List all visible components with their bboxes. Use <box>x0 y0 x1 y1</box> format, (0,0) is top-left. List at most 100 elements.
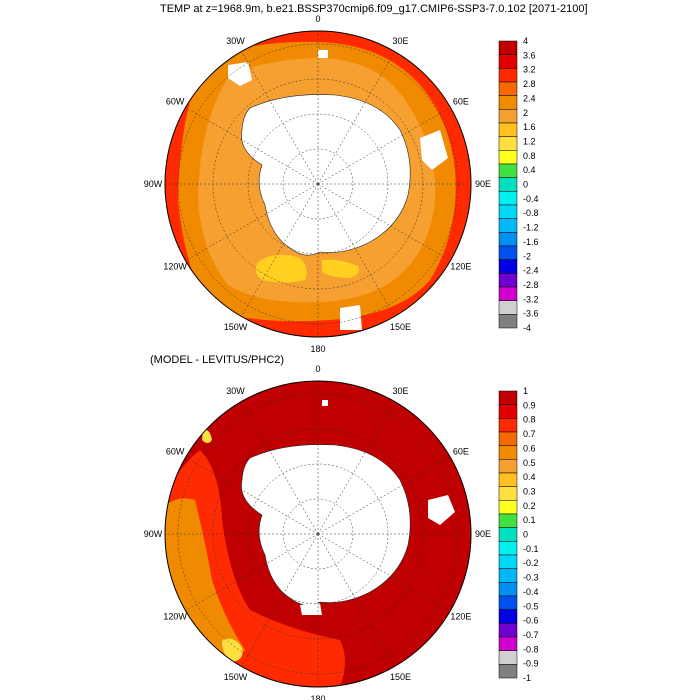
panel2-colorbar-box-9 <box>498 513 518 528</box>
panel2-colorbar-tick-8: 0.2 <box>523 501 536 511</box>
panel1-colorbar-tick-2: 3.2 <box>523 65 536 75</box>
panel1-map: 0 30E 60E 90E 120E 150E 180 150W 120W 90W 60W 30W <box>144 14 491 354</box>
panel1-lon-label-120e: 120E <box>450 262 471 272</box>
panel2-colorbar: 1 0.9 0.8 0.7 0.6 0.5 0.4 0.3 0.2 0.1 0 -0.1 -0.2 -0.… <box>498 386 539 683</box>
panel2-lon-label-0: 0 <box>315 364 320 374</box>
panel1-colorbar-box-0 <box>498 40 518 55</box>
panel1-colorbar-box-17 <box>498 273 518 288</box>
panel1-colorbar-box-4 <box>498 95 518 110</box>
panel1-colorbar-tick-3: 2.8 <box>523 79 536 89</box>
panel1-colorbar-box-5 <box>498 109 518 124</box>
panel2-colorbar-box-18 <box>498 636 518 651</box>
panel2-colorbar-box-19 <box>498 650 518 665</box>
panel2-colorbar-tick-13: -0.3 <box>523 573 539 583</box>
panel2-colorbar-box-16 <box>498 609 518 624</box>
panel1-colorbar-tick-5: 2 <box>523 108 528 118</box>
panel2-colorbar-tick-16: -0.6 <box>523 616 539 626</box>
panel1-colorbar-tick-14: -1.6 <box>523 237 539 247</box>
panel1-colorbar-tick-19: -3.6 <box>523 309 539 319</box>
panel1-colorbar-tick-0: 4 <box>523 36 528 46</box>
panel1-lon-label-150e: 150E <box>390 322 411 332</box>
panel1-lon-label-90e: 90E <box>475 179 491 189</box>
panel2-colorbar-box-2 <box>498 418 518 433</box>
panel1-lon-label-150w: 150W <box>224 322 248 332</box>
panel2-colorbar-box-7 <box>498 486 518 501</box>
panel2-colorbar-tick-20: -1 <box>523 673 531 683</box>
panel2-lon-label-30e: 30E <box>392 386 408 396</box>
panel2-lon-label-180: 180 <box>310 694 325 700</box>
panel2-colorbar-tick-10: 0 <box>523 530 528 540</box>
panel1-lon-label-60w: 60W <box>166 97 185 107</box>
panel2-colorbar-tick-4: 0.6 <box>523 443 536 453</box>
panel2-colorbar-box-8 <box>498 500 518 515</box>
panel2-colorbar-box-1 <box>498 404 518 419</box>
panel1-lon-label-30e: 30E <box>392 36 408 46</box>
panel2-colorbar-tick-0: 1 <box>523 386 528 396</box>
panel1-warm-patch-east <box>322 259 359 278</box>
panel2-colorbar-box-20 <box>498 664 518 679</box>
panel1-colorbar-box-18 <box>498 286 518 301</box>
panel2-map-border <box>164 380 472 688</box>
panel1-colorbar-tick-20: -4 <box>523 323 531 333</box>
panel1-colorbar-tick-11: -0.4 <box>523 194 539 204</box>
panel2-colorbar-box-3 <box>498 431 518 446</box>
panel1-colorbar-tick-6: 1.6 <box>523 122 536 132</box>
panel1-colorbar-box-19 <box>498 300 518 315</box>
panel1-colorbar-box-9 <box>498 163 518 178</box>
panel2-colorbar-tick-12: -0.2 <box>523 558 539 568</box>
panel1-lon-label-90w: 90W <box>144 179 163 189</box>
panel2-colorbar-box-12 <box>498 554 518 569</box>
panel2-colorbar-box-14 <box>498 582 518 597</box>
panel1-colorbar-tick-13: -1.2 <box>523 223 539 233</box>
panel1-colorbar-box-16 <box>498 259 518 274</box>
panel2-lon-label-150w: 150W <box>224 672 248 682</box>
panel1-colorbar-tick-16: -2.4 <box>523 266 539 276</box>
panel2-colorbar-box-17 <box>498 623 518 638</box>
panel1-colorbar-box-15 <box>498 245 518 260</box>
panel1-map-border <box>164 30 472 338</box>
panel2-colorbar-box-10 <box>498 527 518 542</box>
panel1-lon-label-60e: 60E <box>453 97 469 107</box>
panel1-colorbar-tick-12: -0.8 <box>523 208 539 218</box>
panel2-colorbar-tick-15: -0.5 <box>523 601 539 611</box>
panel2-lon-label-90e: 90E <box>475 529 491 539</box>
panel2-lon-label-150e: 150E <box>390 672 411 682</box>
panel1-colorbar-tick-18: -3.2 <box>523 294 539 304</box>
panel1-lon-label-120w: 120W <box>163 262 187 272</box>
panel2-lon-label-60w: 60W <box>166 447 185 457</box>
panel1-lon-label-0: 0 <box>315 14 320 24</box>
panel1-lon-label-180: 180 <box>310 344 325 354</box>
panel1-colorbar-tick-8: 0.8 <box>523 151 536 161</box>
panel1-ice-white <box>228 50 448 330</box>
panel1-colorbar-tick-10: 0 <box>523 180 528 190</box>
panel2-colorbar-tick-7: 0.3 <box>523 486 536 496</box>
panel2-lon-label-120w: 120W <box>163 612 187 622</box>
panel2-lon-label-30w: 30W <box>226 386 245 396</box>
panel2-colorbar-tick-3: 0.7 <box>523 429 536 439</box>
panel2-colorbar-tick-17: -0.7 <box>523 630 539 640</box>
panel2-colorbar-box-11 <box>498 541 518 556</box>
panel1-colorbar-tick-4: 2.4 <box>523 93 536 103</box>
panel2-colorbar-box-13 <box>498 568 518 583</box>
panel2-map: 0 30E 60E 90E 120E 150E 180 150W 120W 90W 60W 30W <box>144 364 491 700</box>
panel2-colorbar-tick-11: -0.1 <box>523 544 539 554</box>
panel2-colorbar-tick-2: 0.8 <box>523 415 536 425</box>
panel1-colorbar-box-2 <box>498 68 518 83</box>
panel1-colorbar-box-1 <box>498 54 518 69</box>
panel1-lon-label-30w: 30W <box>226 36 245 46</box>
panel2-colorbar-box-0 <box>498 390 518 405</box>
panel1-colorbar: 4 3.6 3.2 2.8 2.4 2 1.6 1.2 0.8 0.4 0 -0.4 -0.8 -1.2 -… <box>498 36 539 333</box>
panel2-colorbar-tick-6: 0.4 <box>523 472 536 482</box>
panel2-lon-label-60e: 60E <box>453 447 469 457</box>
panel1-colorbar-box-11 <box>498 191 518 206</box>
panel1-colorbar-box-6 <box>498 122 518 137</box>
panel1-colorbar-tick-15: -2 <box>523 251 531 261</box>
panel1-colorbar-box-10 <box>498 177 518 192</box>
panel1-colorbar-box-20 <box>498 314 518 329</box>
panel2-colorbar-tick-14: -0.4 <box>523 587 539 597</box>
panel1-colorbar-tick-9: 0.4 <box>523 165 536 175</box>
panel2-colorbar-tick-18: -0.8 <box>523 644 539 654</box>
panel1-colorbar-box-8 <box>498 150 518 165</box>
panel2-colorbar-box-4 <box>498 445 518 460</box>
